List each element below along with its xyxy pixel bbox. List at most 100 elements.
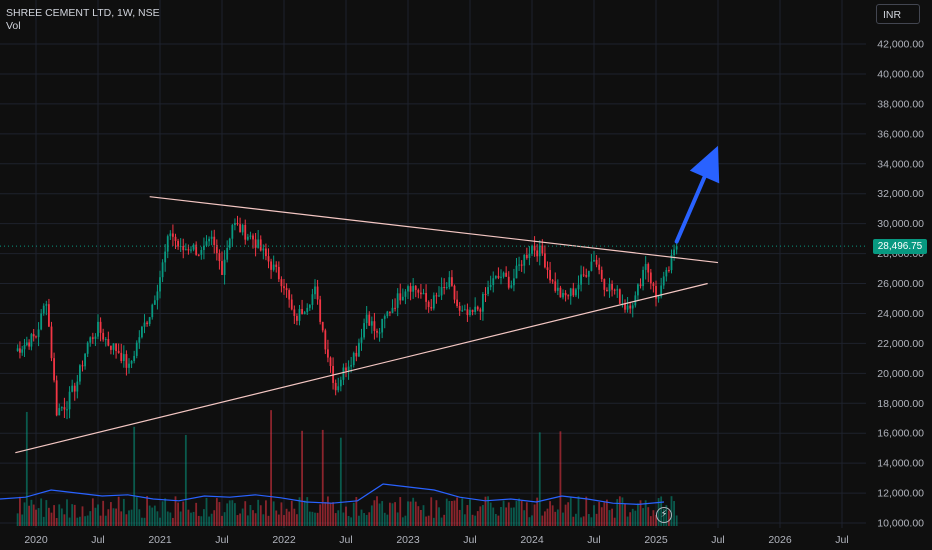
volume-pane: [0, 410, 678, 526]
volume-bar: [451, 500, 453, 526]
volume-bar: [244, 501, 247, 526]
arrow-head[interactable]: [689, 145, 720, 184]
volume-bar: [213, 510, 216, 526]
candle-body: [316, 286, 319, 300]
candle-body: [174, 236, 177, 241]
volume-bar: [381, 501, 384, 526]
candle-body: [241, 224, 244, 233]
volume-bar: [417, 506, 420, 526]
volume-bar: [461, 498, 464, 526]
candle-body: [435, 295, 438, 297]
candle-body: [443, 287, 446, 289]
volume-bar: [265, 500, 267, 526]
volume-bar: [629, 512, 632, 526]
candle-body: [257, 239, 260, 248]
volume-bar: [618, 496, 621, 526]
candle-body: [546, 267, 549, 271]
volume-bar: [352, 502, 355, 526]
candle-body: [23, 344, 26, 350]
volume-bar: [308, 511, 311, 526]
volume-bar: [513, 507, 515, 526]
lightning-icon[interactable]: ⚡: [656, 507, 672, 523]
candle-body: [234, 222, 236, 226]
volume-bar: [218, 502, 221, 526]
candle-body: [28, 342, 31, 347]
y-tick-label: 18,000.00: [877, 398, 924, 410]
candle-body: [554, 281, 557, 291]
volume-bar: [556, 509, 559, 526]
candle-body: [556, 287, 559, 291]
volume-bar: [283, 515, 285, 526]
candle-body: [461, 310, 464, 312]
volume-bar: [241, 508, 244, 526]
volume-bar: [332, 502, 334, 526]
volume-bar: [391, 503, 394, 526]
candle-body: [479, 309, 482, 312]
candle-body: [482, 293, 484, 312]
candle-body: [662, 276, 665, 286]
trendline-lower[interactable]: [15, 282, 708, 454]
candle-body: [104, 338, 107, 340]
candle-body: [373, 321, 376, 331]
candle-body: [665, 269, 668, 277]
volume-bar: [262, 514, 265, 526]
arrow-shaft[interactable]: [674, 175, 707, 244]
y-tick-label: 42,000.00: [877, 39, 924, 51]
currency-button[interactable]: INR: [876, 4, 920, 24]
volume-bar: [169, 512, 172, 526]
trendline-upper[interactable]: [149, 196, 719, 264]
volume-bar: [438, 507, 440, 526]
volume-bar: [401, 517, 404, 526]
candle-body: [259, 239, 262, 251]
candle-body: [337, 386, 340, 391]
candle-body: [631, 305, 634, 309]
candle-body: [267, 256, 270, 262]
volume-bar: [476, 511, 479, 526]
candle-body: [422, 292, 425, 295]
candle-body: [528, 253, 531, 259]
candle-body: [544, 253, 546, 268]
volume-bar: [582, 516, 585, 526]
volume-bar: [128, 510, 130, 526]
volume-bar: [249, 504, 252, 526]
volume-bar: [404, 515, 407, 526]
candle-body: [414, 285, 417, 290]
volume-bar: [66, 499, 68, 526]
volume-bar: [373, 500, 376, 526]
candle-body: [231, 225, 234, 239]
candle-body: [190, 249, 192, 251]
volume-bar: [337, 510, 340, 526]
candle-body: [559, 287, 562, 298]
volume-bar: [104, 515, 107, 526]
volume-bar: [585, 496, 588, 526]
volume-bar: [239, 513, 241, 526]
volume-bar: [182, 501, 185, 526]
candle-body: [525, 254, 528, 259]
candle-body: [19, 348, 21, 353]
y-tick-label: 20,000.00: [877, 368, 924, 380]
candle-body: [629, 305, 632, 309]
candle-body: [474, 306, 477, 312]
candle-body: [577, 284, 580, 290]
volume-label[interactable]: Vol: [6, 20, 21, 32]
candle-body: [358, 342, 360, 357]
candle-body: [159, 277, 161, 292]
candle-body: [327, 349, 329, 358]
symbol-title[interactable]: SHREE CEMENT LTD, 1W, NSE: [6, 7, 160, 19]
volume-bar: [546, 508, 549, 526]
candle-body: [513, 278, 515, 286]
volume-bar: [252, 510, 254, 526]
candle-body: [611, 283, 613, 290]
candle-body: [112, 343, 115, 350]
candle-body: [613, 289, 616, 291]
candle-body: [427, 301, 430, 308]
candle-body: [541, 245, 544, 254]
candle-body: [50, 326, 53, 359]
candle-body: [63, 407, 66, 410]
volume-bar: [19, 496, 21, 526]
candle-body: [94, 336, 97, 339]
candle-body: [153, 300, 156, 305]
candle-body: [567, 295, 570, 297]
volume-bar: [37, 508, 40, 526]
